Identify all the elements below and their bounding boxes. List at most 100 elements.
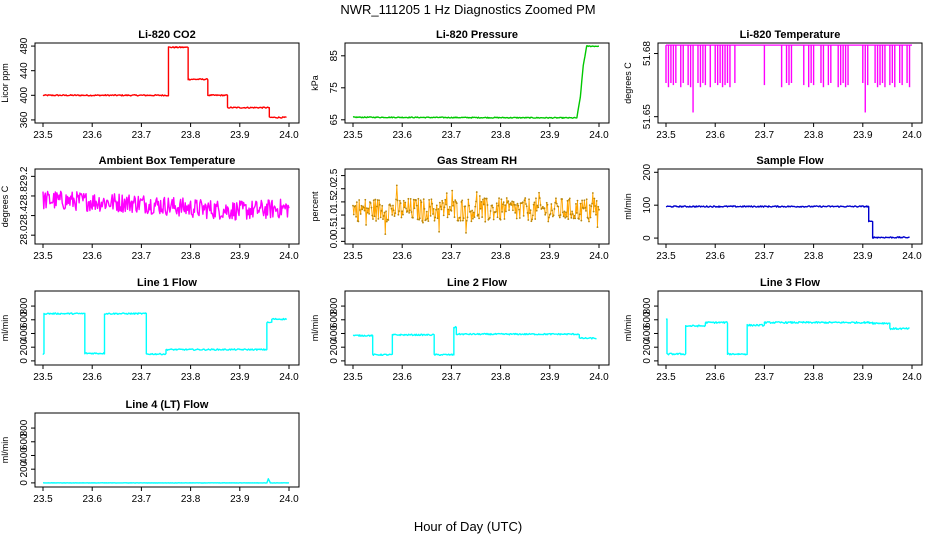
data-point [545, 201, 548, 204]
data-point [448, 213, 450, 216]
data-point [550, 203, 553, 205]
data-point [398, 199, 401, 202]
data-point [451, 189, 454, 192]
x-tick-label: 23.5 [343, 372, 363, 383]
data-point [373, 215, 376, 218]
data-point [502, 203, 504, 206]
data-point [457, 219, 460, 222]
data-point [365, 224, 367, 226]
data-point [444, 198, 447, 201]
data-point [513, 203, 516, 206]
data-point [420, 201, 423, 204]
series-group [42, 190, 290, 221]
data-point [482, 198, 484, 201]
x-tick-label: 23.7 [132, 372, 152, 383]
data-point [498, 197, 500, 200]
y-tick-label: 600 [19, 311, 30, 328]
data-point [595, 213, 597, 216]
data-point [471, 209, 474, 212]
chart-panel: Li-820 Pressure kPa 23.5 23.6 23.7 23.8 23.9 24… [310, 29, 610, 141]
y-tick-label: 600 [642, 311, 653, 328]
panel-title: Line 1 Flow [137, 277, 197, 289]
x-tick-label: 23.7 [442, 372, 462, 383]
data-point [572, 217, 575, 220]
data-point [402, 213, 404, 216]
data-point [511, 200, 514, 203]
data-point [532, 203, 535, 206]
data-point [412, 198, 415, 201]
data-point [466, 216, 469, 219]
data-point [413, 207, 416, 210]
data-point [523, 199, 526, 202]
data-point [568, 197, 571, 200]
x-tick-label: 23.7 [755, 372, 775, 383]
x-tick-label: 23.9 [230, 372, 250, 383]
data-point [568, 198, 570, 201]
data-point [460, 201, 463, 203]
data-point [563, 210, 566, 213]
x-tick-label: 23.7 [442, 251, 462, 262]
data-point [453, 216, 456, 219]
data-point [395, 198, 397, 201]
data-point [521, 201, 524, 203]
data-point [531, 214, 534, 217]
data-point [441, 199, 444, 202]
y-tick-label: 0 [19, 480, 30, 486]
x-tick-label: 23.6 [392, 372, 412, 383]
data-point [416, 218, 419, 221]
data-point [422, 198, 425, 201]
data-point [595, 200, 598, 202]
data-point [370, 206, 373, 209]
y-axis-label: degrees C [0, 185, 10, 227]
y-axis-label: degrees C [623, 62, 633, 104]
data-point [584, 206, 587, 209]
data-point [470, 220, 473, 223]
data-point [367, 207, 370, 210]
y-tick-label: 800 [19, 297, 30, 314]
y-axis-label: ml/min [310, 315, 320, 342]
x-tick-label: 23.7 [132, 130, 152, 141]
data-point [384, 233, 387, 236]
data-point [405, 207, 407, 210]
data-point [409, 197, 412, 200]
data-point [558, 216, 561, 219]
data-point [438, 230, 440, 233]
data-point [378, 199, 381, 202]
data-point [567, 218, 570, 220]
data-point [483, 197, 486, 200]
data-point [558, 214, 560, 217]
x-tick-label: 24.0 [279, 372, 299, 383]
data-point [392, 204, 394, 207]
chart-panel: Line 1 Flow ml/min 23.5 23.6 23.7 23.8 23.9 24.… [0, 277, 300, 383]
x-tick-label: 24.0 [589, 130, 609, 141]
data-point [588, 220, 590, 223]
data-point [554, 201, 557, 204]
data-point [548, 216, 550, 219]
data-point [564, 216, 567, 219]
data-point [407, 197, 410, 200]
y-axis-label: kPa [310, 75, 320, 91]
data-point [561, 198, 563, 200]
series-group [665, 205, 910, 239]
x-tick-label: 23.6 [82, 251, 102, 262]
data-point [387, 219, 390, 221]
data-point [502, 201, 505, 204]
panel-title: Li-820 Temperature [740, 29, 841, 41]
panel-title: Line 2 Flow [447, 277, 507, 289]
data-point [447, 208, 450, 211]
data-point [415, 199, 417, 201]
data-point [365, 207, 368, 210]
data-point [445, 192, 448, 195]
y-tick-label: 200 [19, 338, 30, 355]
data-point [591, 192, 594, 194]
y-tick-label: 100 [642, 196, 653, 213]
data-point [525, 205, 528, 208]
data-point [514, 211, 517, 214]
y-tick-label: 51.65 [642, 104, 653, 129]
series-line [665, 205, 910, 239]
x-tick-label: 23.7 [132, 494, 152, 505]
data-point [379, 216, 382, 219]
y-tick-label: 400 [19, 447, 30, 464]
panel-title: Sample Flow [756, 155, 824, 167]
